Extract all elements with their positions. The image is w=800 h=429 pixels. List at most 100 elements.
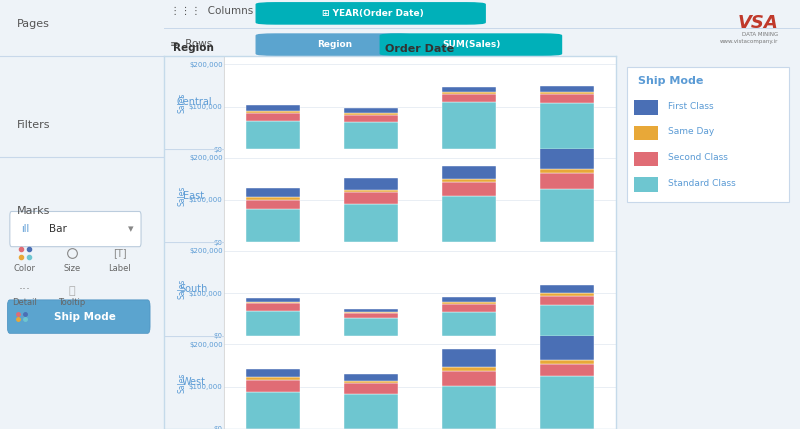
Bar [540, 376, 594, 429]
Bar [344, 318, 398, 335]
Bar [540, 285, 594, 293]
Bar [540, 296, 594, 305]
Bar [442, 196, 496, 242]
Text: ▾: ▾ [128, 224, 134, 234]
Text: Ship Mode: Ship Mode [54, 311, 116, 322]
Y-axis label: Sales: Sales [177, 92, 186, 112]
Bar [540, 360, 594, 364]
Bar [246, 113, 300, 121]
Bar [442, 371, 496, 386]
Bar [540, 169, 594, 173]
Text: East: East [183, 191, 205, 201]
Text: ···: ··· [18, 283, 30, 296]
Bar [540, 92, 594, 94]
Text: Label: Label [108, 264, 131, 272]
Bar [344, 394, 398, 429]
FancyBboxPatch shape [634, 100, 658, 115]
Text: Tooltip: Tooltip [58, 298, 86, 307]
Bar [442, 386, 496, 429]
Text: Same Day: Same Day [667, 127, 714, 136]
Y-axis label: Sales: Sales [177, 186, 186, 206]
Bar [344, 204, 398, 242]
Bar [344, 178, 398, 190]
FancyBboxPatch shape [256, 3, 485, 24]
Text: Central: Central [176, 97, 212, 107]
Bar [540, 364, 594, 376]
Bar [442, 349, 496, 367]
Bar [442, 182, 496, 196]
Bar [344, 374, 398, 381]
Bar [246, 302, 300, 303]
Bar [246, 392, 300, 429]
Bar [442, 312, 496, 335]
Bar [344, 113, 398, 115]
Text: Second Class: Second Class [667, 153, 727, 162]
Bar [540, 189, 594, 242]
Text: Filters: Filters [17, 120, 50, 130]
Bar [540, 103, 594, 149]
Bar [442, 87, 496, 92]
Bar [246, 369, 300, 377]
Text: South: South [180, 284, 208, 294]
Bar [246, 121, 300, 149]
Bar [442, 302, 496, 304]
Bar [442, 179, 496, 182]
Bar [246, 188, 300, 197]
Text: ⊞ YEAR(Order Date): ⊞ YEAR(Order Date) [322, 9, 423, 18]
FancyBboxPatch shape [627, 66, 789, 202]
Bar [246, 200, 300, 209]
FancyBboxPatch shape [10, 211, 141, 247]
Text: Size: Size [63, 264, 81, 272]
Text: ⋮⋮⋮  Columns: ⋮⋮⋮ Columns [170, 6, 254, 16]
Bar [442, 166, 496, 179]
Text: Standard Class: Standard Class [667, 179, 735, 188]
Text: First Class: First Class [667, 102, 713, 111]
Bar [442, 94, 496, 103]
FancyBboxPatch shape [634, 151, 658, 166]
Text: Color: Color [14, 264, 35, 272]
Bar [344, 313, 398, 318]
Bar [344, 383, 398, 394]
Bar [344, 121, 398, 149]
Text: ıll: ıll [22, 224, 30, 234]
Bar [344, 381, 398, 383]
Bar [540, 148, 594, 169]
Bar [246, 105, 300, 111]
Bar [246, 303, 300, 311]
Text: ≡  Rows: ≡ Rows [170, 39, 213, 48]
Y-axis label: Sales: Sales [177, 372, 186, 393]
Bar [442, 304, 496, 312]
Text: SUM(Sales): SUM(Sales) [442, 40, 500, 49]
Bar [442, 367, 496, 371]
Bar [540, 329, 594, 360]
Text: ⬜: ⬜ [69, 286, 75, 296]
Bar [246, 377, 300, 380]
FancyBboxPatch shape [634, 126, 658, 140]
FancyBboxPatch shape [634, 177, 658, 191]
Bar [540, 305, 594, 335]
Bar [344, 309, 398, 311]
Bar [246, 299, 300, 302]
Bar [442, 297, 496, 302]
Bar [344, 115, 398, 121]
Text: Region: Region [173, 43, 214, 53]
Text: Bar: Bar [50, 224, 67, 234]
Bar [246, 311, 300, 335]
Bar [442, 92, 496, 94]
Text: VSA: VSA [737, 14, 778, 32]
Text: West: West [182, 378, 206, 387]
FancyBboxPatch shape [380, 34, 562, 55]
Bar [246, 209, 300, 242]
Bar [344, 108, 398, 113]
Bar [246, 111, 300, 113]
Y-axis label: Sales: Sales [177, 279, 186, 299]
Text: Marks: Marks [17, 206, 50, 216]
Bar [540, 173, 594, 189]
Bar [344, 311, 398, 313]
Bar [246, 197, 300, 200]
Bar [540, 293, 594, 296]
Bar [442, 103, 496, 149]
Bar [540, 86, 594, 92]
Bar [540, 94, 594, 103]
Text: [T]: [T] [113, 248, 126, 258]
